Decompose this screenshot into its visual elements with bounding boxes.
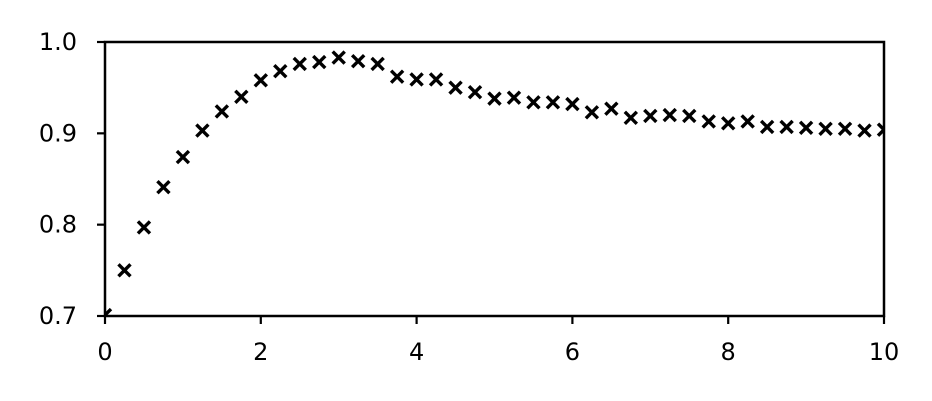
data-point [428,72,444,87]
data-point [350,53,366,69]
marker-stroke [292,56,307,72]
data-point [467,85,483,100]
marker-stroke [370,56,385,72]
data-point [234,89,249,105]
x-tick-label: 2 [253,338,268,366]
marker-stroke [409,72,424,87]
marker-stroke [428,72,444,87]
data-point [701,114,716,129]
data-point [506,90,522,105]
data-point [682,108,697,124]
marker-stroke [175,149,191,165]
data-point [759,119,775,135]
marker-stroke [195,123,210,138]
x-tick-label: 0 [97,338,112,366]
x-tick-label: 10 [869,338,900,366]
marker-stroke [818,121,833,136]
marker-stroke [273,64,288,79]
marker-stroke [876,127,884,137]
data-point [105,307,113,316]
marker-stroke [234,89,249,105]
marker-stroke [136,220,152,235]
axes [103,40,886,318]
data-point [526,95,541,110]
data-point [740,114,755,129]
y-tick-label: 1.0 [39,28,77,56]
marker-stroke [156,180,171,195]
data-point [214,104,230,119]
data-point [779,119,794,135]
y-tick-label: 0.8 [39,211,77,239]
marker-stroke [331,50,346,65]
marker-stroke [448,80,463,95]
data-point [818,121,833,136]
marker-stroke [623,110,639,126]
marker-stroke [506,90,522,105]
data-point [273,64,288,79]
marker-stroke [837,121,853,136]
marker-stroke [876,122,884,133]
data-point [857,123,872,138]
data-point [312,54,327,70]
marker-stroke [584,105,600,120]
plot-frame [103,40,886,318]
marker-stroke [117,263,132,278]
x-tick-label: 4 [409,338,424,366]
data-point [136,220,152,235]
marker-stroke [389,69,405,84]
marker-stroke [565,96,580,112]
marker-stroke [467,85,483,100]
data-point [545,95,561,110]
marker-stroke [740,114,755,129]
y-tick-label: 0.7 [39,302,77,330]
data-point [253,73,269,88]
data-point [448,80,463,95]
marker-stroke [487,91,502,106]
data-point [409,72,424,87]
data-point [389,69,405,84]
marker-stroke [857,123,872,138]
data-point [195,123,210,138]
data-point [175,149,191,165]
x-tick-label: 6 [565,338,580,366]
data-point [798,120,814,136]
data-points [105,50,884,316]
data-point [292,56,307,72]
marker-stroke [682,108,697,124]
data-point [565,96,580,112]
data-point [662,107,677,123]
data-point [876,122,884,137]
data-point [370,56,385,72]
marker-stroke [526,95,541,110]
marker-stroke [720,116,736,131]
marker-stroke [779,119,794,135]
y-tick-label: 0.9 [39,119,77,147]
marker-stroke [798,120,814,136]
marker-stroke [350,53,366,69]
data-point [156,180,171,195]
marker-stroke [662,107,677,123]
data-point [331,50,346,65]
data-point [643,108,658,124]
marker-stroke [643,108,658,124]
data-point [604,101,619,116]
data-point [720,116,736,131]
data-point [117,263,132,278]
marker-stroke [545,95,561,110]
marker-stroke [253,73,269,88]
data-point [584,105,600,120]
marker-stroke [312,54,327,70]
marker-stroke [759,119,775,135]
marker-stroke [701,114,716,129]
marker-stroke [105,307,113,316]
data-point [487,91,502,106]
data-point [837,121,853,136]
marker-stroke [604,101,619,116]
data-point [623,110,639,126]
x-tick-label: 8 [721,338,736,366]
marker-stroke [214,104,230,119]
ticks: 0 2 4 6 8 10 0.7 0.8 0.9 1.0 [39,28,899,366]
